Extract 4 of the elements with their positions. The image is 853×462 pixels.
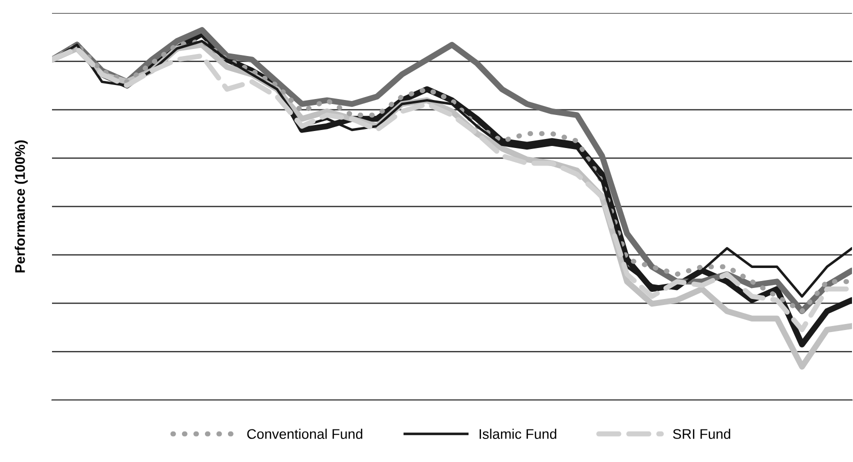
legend-label: Islamic Fund [480,428,556,439]
legend-label: Conventional Fund [247,428,362,439]
y-axis-title: Performance (100%) [14,140,28,272]
legend-label: SRI Fund [673,428,730,439]
